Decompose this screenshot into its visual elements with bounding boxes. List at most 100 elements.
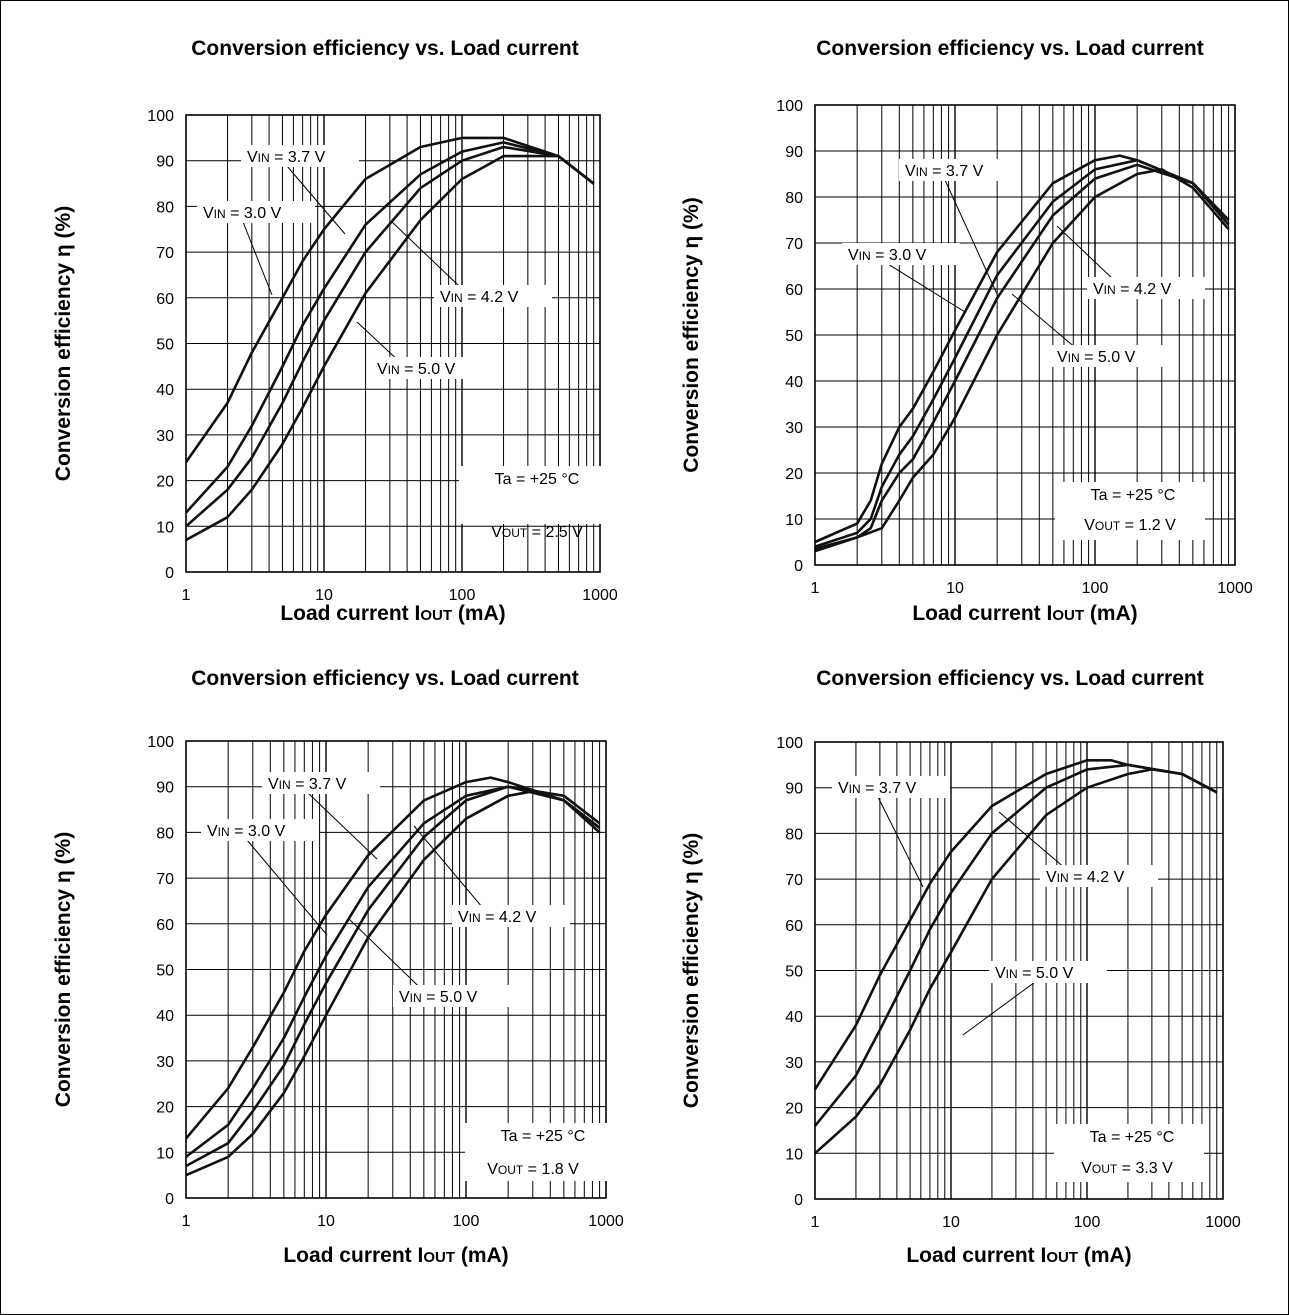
grid [186, 115, 600, 572]
y-tick-label: 10 [785, 1146, 803, 1163]
x-axis-label: Load current IOUT (mA) [283, 1244, 508, 1267]
y-tick-label: 10 [156, 1145, 174, 1162]
annotation-vin-5-0-v: VIN = 5.0 V [399, 989, 478, 1006]
y-tick-label: 30 [785, 1055, 803, 1072]
annotation-backdrop [201, 819, 319, 841]
annotation-vin-4-2-v: VIN = 4.2 V [1093, 281, 1172, 298]
annotation-vin-5-0-v: VIN = 5.0 V [1057, 349, 1136, 366]
annotation-vin-4-2-v: VIN = 4.2 V [458, 909, 537, 926]
series-line-vin-4-2-v [814, 163, 1230, 551]
y-tick-label: 60 [785, 282, 803, 299]
annotation-backdrop [842, 243, 960, 265]
x-tick-label: 1 [811, 1214, 820, 1231]
series-line-vin-3-7-v [814, 158, 1230, 548]
y-tick-label: 30 [156, 428, 174, 445]
x-tick-label: 1 [811, 580, 820, 597]
x-tick-label: 10 [946, 580, 964, 597]
chart-panel-4: Conversion efficiency vs. Load current01… [680, 667, 1241, 1267]
y-tick-label: 20 [156, 1100, 174, 1117]
annotation-leader [887, 263, 966, 313]
condition-vout: VOUT = 3.3 V [1081, 1160, 1173, 1177]
y-tick-label: 100 [776, 98, 803, 115]
plot-border [814, 741, 1224, 1200]
y-axis-label: Conversion efficiency η (%) [52, 206, 75, 481]
y-tick-label: 0 [165, 1191, 174, 1208]
y-tick-label: 40 [785, 1009, 803, 1026]
conditions-backdrop [1054, 1124, 1204, 1182]
x-axis-label: Load current IOUT (mA) [912, 602, 1137, 625]
series-line-vin-3-0-v [185, 776, 601, 1140]
annotation-leader [246, 839, 328, 936]
annotation-backdrop [899, 159, 1017, 181]
condition-temperature: Ta = +25 °C [501, 1128, 586, 1145]
x-tick-label: 1000 [582, 587, 618, 604]
y-tick-label: 70 [156, 871, 174, 888]
y-tick-label: 70 [156, 245, 174, 262]
series-line-vin-4-2-v [185, 785, 601, 1168]
condition-temperature: Ta = +25 °C [1090, 1129, 1175, 1146]
y-tick-label: 80 [785, 826, 803, 843]
y-tick-label: 0 [794, 558, 803, 575]
conditions-backdrop [1055, 482, 1205, 540]
condition-vout: VOUT = 1.2 V [1084, 517, 1176, 534]
x-tick-label: 100 [449, 587, 476, 604]
y-tick-label: 40 [156, 382, 174, 399]
chart-panel-3: Conversion efficiency vs. Load current01… [52, 667, 624, 1267]
annotation-backdrop [371, 357, 489, 379]
y-tick-label: 90 [156, 154, 174, 171]
grid [815, 742, 1223, 1199]
series-line-vin-3-7-v [185, 141, 595, 514]
series-line-vin-5-0-v [814, 768, 1218, 1155]
x-axis-label: Load current IOUT (mA) [280, 602, 505, 625]
chart-title: Conversion efficiency vs. Load current [191, 37, 578, 60]
annotation-vin-4-2-v: VIN = 4.2 V [1046, 869, 1125, 886]
annotation-leader [944, 179, 998, 295]
y-tick-label: 40 [785, 374, 803, 391]
annotation-vin-4-2-v: VIN = 4.2 V [440, 289, 519, 306]
x-tick-label: 1000 [1205, 1214, 1241, 1231]
x-tick-label: 1 [182, 1213, 191, 1230]
annotation-vin-3-0-v: VIN = 3.0 V [848, 247, 927, 264]
condition-temperature: Ta = +25 °C [495, 471, 580, 488]
y-tick-label: 20 [785, 1101, 803, 1118]
x-tick-label: 1 [182, 587, 191, 604]
conditions-backdrop [465, 1123, 615, 1181]
conditions-backdrop [459, 466, 609, 524]
x-tick-label: 1000 [1217, 580, 1253, 597]
condition-vout: VOUT = 1.8 V [487, 1161, 579, 1178]
plot-border [814, 104, 1236, 566]
annotation-leader [877, 796, 924, 888]
y-tick-label: 100 [147, 108, 174, 125]
y-tick-label: 10 [785, 512, 803, 529]
annotation-backdrop [1040, 865, 1158, 887]
annotation-vin-3-7-v: VIN = 3.7 V [838, 780, 917, 797]
y-tick-label: 80 [785, 190, 803, 207]
y-tick-label: 100 [147, 734, 174, 751]
y-tick-label: 60 [156, 291, 174, 308]
annotation-leader [242, 221, 273, 296]
annotation-vin-5-0-v: VIN = 5.0 V [377, 361, 456, 378]
y-tick-label: 80 [156, 825, 174, 842]
x-tick-label: 100 [453, 1213, 480, 1230]
y-tick-label: 70 [785, 872, 803, 889]
condition-vout: VOUT = 2.5 V [491, 524, 583, 541]
x-tick-label: 10 [315, 587, 333, 604]
y-tick-label: 90 [785, 781, 803, 798]
annotation-backdrop [241, 145, 359, 167]
annotation-leader [286, 165, 346, 235]
y-tick-label: 60 [785, 918, 803, 935]
y-tick-label: 60 [156, 917, 174, 934]
series-line-vin-4-2-v [813, 763, 1218, 1127]
y-axis-label: Conversion efficiency η (%) [52, 832, 75, 1107]
annotation-vin-3-7-v: VIN = 3.7 V [268, 776, 347, 793]
annotation-backdrop [989, 961, 1107, 983]
annotation-vin-3-7-v: VIN = 3.7 V [247, 149, 326, 166]
y-tick-label: 50 [785, 328, 803, 345]
x-tick-label: 100 [1074, 1214, 1101, 1231]
annotation-backdrop [197, 201, 315, 223]
y-axis-label: Conversion efficiency η (%) [680, 197, 703, 472]
condition-temperature: Ta = +25 °C [1091, 487, 1176, 504]
y-tick-label: 80 [156, 199, 174, 216]
annotation-backdrop [262, 772, 380, 794]
